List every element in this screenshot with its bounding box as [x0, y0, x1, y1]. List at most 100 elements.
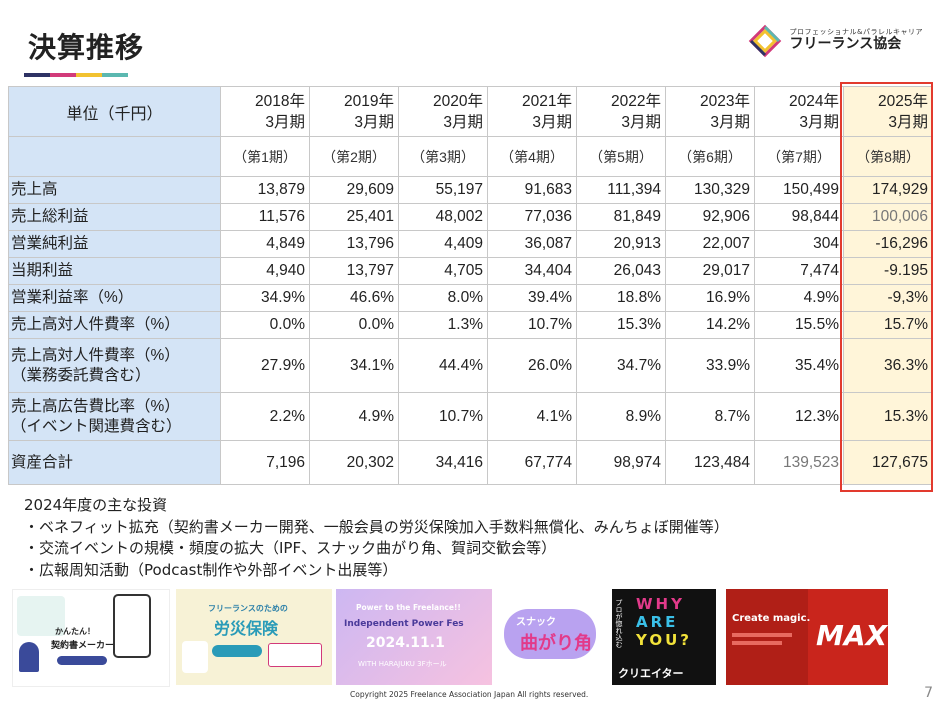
period-label: 3月期: [888, 113, 928, 131]
period-5: （第5期）: [576, 136, 666, 177]
thumb5-line2: ARE: [636, 613, 679, 631]
thumb6-line1: Create magic.: [732, 613, 811, 624]
cell: 16.9%: [665, 284, 755, 312]
thumb3-line2: Independent Power Fes: [344, 619, 464, 629]
cell: 34.1%: [309, 338, 399, 393]
cell: 0.0%: [220, 311, 310, 339]
cell: 1.3%: [398, 311, 488, 339]
year-2020: 2020年: [433, 92, 483, 110]
page-title: 決算推移: [28, 31, 145, 64]
copyright: Copyright 2025 Freelance Association Jap…: [350, 690, 589, 699]
year-2022: 2022年: [611, 92, 661, 110]
investment-item: ・広報周知活動（Podcast制作や外部イベント出展等）: [24, 560, 398, 579]
cell: 11,576: [220, 203, 310, 231]
cell: 35.4%: [754, 338, 844, 393]
cell: 44.4%: [398, 338, 488, 393]
cell: -16,296: [843, 230, 933, 258]
period-number-row: （第1期） （第2期） （第3期） （第4期） （第5期） （第6期） （第7期…: [8, 136, 933, 177]
cell: 10.7%: [487, 311, 577, 339]
thumb6-line2: MAX: [816, 619, 888, 652]
cell: 4,409: [398, 230, 488, 258]
cell: 36,087: [487, 230, 577, 258]
period-2: （第2期）: [309, 136, 399, 177]
year-2018: 2018年: [255, 92, 305, 110]
period-8: （第8期）: [843, 136, 933, 177]
thumb1-line2: 契約書メーカー: [51, 641, 115, 651]
table-row: 売上高対人件費率（%） （業務委託費含む） 27.9% 34.1% 44.4% 2…: [8, 338, 933, 393]
thumb3-line3: 2024.11.1: [366, 635, 445, 651]
cell: 4,849: [220, 230, 310, 258]
table-row: 営業純利益 4,849 13,796 4,409 36,087 20,913 2…: [8, 230, 933, 258]
year-2021: 2021年: [522, 92, 572, 110]
cell: 81,849: [576, 203, 666, 231]
row-label-line1: 売上高対人件費率（%）: [11, 346, 180, 364]
cell: 4.9%: [754, 284, 844, 312]
cell: 4,940: [220, 257, 310, 285]
cell: -9,3%: [843, 284, 933, 312]
row-label: 資産合計: [8, 440, 221, 485]
period-7: （第7期）: [754, 136, 844, 177]
logo-subtitle: プロフェッショナル&パラレルキャリア: [789, 28, 923, 37]
cell: 15.5%: [754, 311, 844, 339]
cell: 29,609: [309, 176, 399, 204]
row-label: 営業純利益: [8, 230, 221, 258]
cell: 18.8%: [576, 284, 666, 312]
cell: 48,002: [398, 203, 488, 231]
row-label-line1: 売上高広告費比率（%）: [11, 397, 180, 415]
table-row: 売上高広告費比率（%） （イベント関連費含む） 2.2% 4.9% 10.7% 4…: [8, 392, 933, 441]
cell: -9.195: [843, 257, 933, 285]
thumb5-line3: YOU?: [636, 631, 692, 649]
cell: 39.4%: [487, 284, 577, 312]
thumb-snack-magarikado: スナック 曲がり角: [498, 589, 602, 685]
investment-item: ・交流イベントの規模・頻度の拡大（IPF、スナック曲がり角、賀詞交歓会等）: [24, 539, 557, 557]
cell: 4,705: [398, 257, 488, 285]
cell: 25,401: [309, 203, 399, 231]
table-row: 売上高対人件費率（%） 0.0% 0.0% 1.3% 10.7% 15.3% 1…: [8, 311, 933, 339]
cell: 77,036: [487, 203, 577, 231]
thumb3-line1: Power to the Freelance!!: [356, 603, 461, 612]
cell: 174,929: [843, 176, 933, 204]
mascot-icon: [19, 642, 39, 672]
thumb3-line4: WITH HARAJUKU 3Fホール: [358, 660, 447, 668]
cell: 8.0%: [398, 284, 488, 312]
period-4: （第4期）: [487, 136, 577, 177]
cell: 8.7%: [665, 392, 755, 441]
cell: 13,879: [220, 176, 310, 204]
page-number: 7: [924, 685, 933, 701]
row-label: 売上高対人件費率（%）: [8, 311, 221, 339]
cell: 26.0%: [487, 338, 577, 393]
thumb-ipf-event: Power to the Freelance!! Independent Pow…: [336, 589, 492, 685]
thumb-why-are-you: WHY ARE YOU? プロが惚れ込む クリエイター: [612, 589, 716, 685]
row-label: 売上高広告費比率（%） （イベント関連費含む）: [8, 392, 221, 441]
cell: 15.3%: [576, 311, 666, 339]
cell: 127,675: [843, 440, 933, 485]
table-row: 資産合計 7,196 20,302 34,416 67,774 98,974 1…: [8, 440, 933, 485]
period-label: 3月期: [799, 113, 839, 131]
table-row: 営業利益率（%） 34.9% 46.6% 8.0% 39.4% 18.8% 16…: [8, 284, 933, 312]
row-label-line2: （業務委託費含む）: [11, 366, 151, 384]
row-label: 当期利益: [8, 257, 221, 285]
period-1: （第1期）: [220, 136, 310, 177]
cell: 2.2%: [220, 392, 310, 441]
cell: 98,974: [576, 440, 666, 485]
row-label: 営業利益率（%）: [8, 284, 221, 312]
investment-notes: 2024年度の主な投資 ・ベネフィット拡充（契約書メーカー開発、一般会員の労災保…: [24, 495, 729, 581]
cell: 15.3%: [843, 392, 933, 441]
period-label: 3月期: [443, 113, 483, 131]
cell: 10.7%: [398, 392, 488, 441]
thumb4-line2: 曲がり角: [520, 633, 592, 654]
period-label: 3月期: [354, 113, 394, 131]
table-header-row: 単位（千円） 2018年 3月期 2019年 3月期 2020年 3月期 2021年 3…: [8, 86, 933, 137]
table-row: 売上高 13,879 29,609 55,197 91,683 111,394 …: [8, 176, 933, 204]
cell: 46.6%: [309, 284, 399, 312]
cell: 14.2%: [665, 311, 755, 339]
year-2023: 2023年: [700, 92, 750, 110]
cell: 13,797: [309, 257, 399, 285]
cell: 8.9%: [576, 392, 666, 441]
investment-heading: 2024年度の主な投資: [24, 496, 168, 514]
financial-table-container: 単位（千円） 2018年 3月期 2019年 3月期 2020年 3月期 2021年 3…: [8, 86, 933, 485]
cell: 34.7%: [576, 338, 666, 393]
cell: 91,683: [487, 176, 577, 204]
cell: 13,796: [309, 230, 399, 258]
cell: 15.7%: [843, 311, 933, 339]
